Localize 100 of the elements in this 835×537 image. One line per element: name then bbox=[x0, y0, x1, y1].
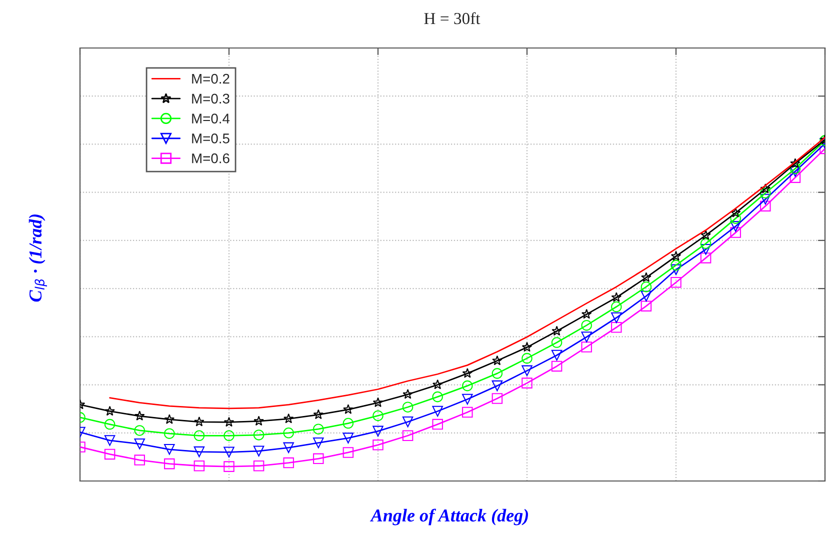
point bbox=[402, 430, 414, 442]
point bbox=[104, 406, 115, 416]
point bbox=[194, 430, 205, 442]
point bbox=[313, 453, 324, 464]
point bbox=[522, 365, 532, 376]
point bbox=[700, 244, 712, 255]
point bbox=[432, 418, 443, 430]
point bbox=[462, 380, 473, 392]
point bbox=[372, 410, 384, 422]
point bbox=[760, 200, 771, 212]
point bbox=[164, 414, 175, 424]
point bbox=[164, 428, 175, 439]
point bbox=[254, 416, 264, 426]
point bbox=[551, 360, 562, 372]
point bbox=[492, 380, 503, 392]
point bbox=[342, 432, 354, 444]
point bbox=[343, 404, 354, 414]
point bbox=[790, 172, 801, 183]
x-axis-title: Angle of Attack (deg) bbox=[370, 508, 528, 526]
point bbox=[283, 442, 294, 454]
point bbox=[313, 424, 324, 434]
point bbox=[342, 447, 354, 458]
point bbox=[700, 252, 712, 264]
point bbox=[104, 448, 116, 460]
point bbox=[760, 194, 771, 205]
point bbox=[730, 220, 741, 232]
point bbox=[134, 454, 145, 466]
point bbox=[462, 394, 473, 405]
point bbox=[194, 446, 205, 458]
point bbox=[164, 444, 175, 455]
point bbox=[432, 391, 443, 402]
point bbox=[640, 290, 652, 302]
point bbox=[611, 301, 622, 312]
point bbox=[194, 416, 204, 426]
point bbox=[283, 457, 294, 468]
point bbox=[462, 406, 473, 418]
point bbox=[402, 389, 413, 399]
point bbox=[104, 435, 116, 446]
legend-label: M=0.2 bbox=[192, 74, 230, 84]
point bbox=[372, 426, 384, 437]
point bbox=[640, 300, 652, 312]
legend-label: M=0.3 bbox=[192, 94, 230, 104]
point bbox=[700, 230, 711, 240]
legend-label: M=0.5 bbox=[192, 134, 230, 144]
point bbox=[611, 312, 622, 324]
point bbox=[283, 413, 294, 424]
point bbox=[790, 166, 801, 177]
point bbox=[253, 460, 264, 472]
point bbox=[790, 158, 800, 168]
point bbox=[164, 458, 175, 470]
point bbox=[313, 409, 324, 420]
point bbox=[224, 416, 234, 427]
y-axis-title: C$_{lβ}$ · (1/rad) bbox=[28, 214, 47, 302]
point bbox=[581, 332, 592, 342]
point bbox=[552, 326, 562, 336]
point bbox=[253, 430, 264, 440]
point bbox=[730, 208, 741, 218]
point bbox=[522, 352, 532, 364]
point bbox=[372, 440, 384, 450]
point bbox=[581, 320, 592, 331]
point bbox=[670, 276, 682, 288]
point bbox=[581, 342, 592, 352]
point bbox=[522, 342, 532, 352]
point bbox=[372, 397, 384, 408]
point bbox=[522, 378, 532, 388]
point bbox=[342, 418, 354, 429]
point bbox=[492, 355, 502, 366]
point bbox=[194, 460, 205, 472]
point bbox=[492, 368, 503, 379]
point bbox=[640, 281, 652, 292]
point bbox=[224, 446, 234, 458]
point bbox=[402, 402, 414, 412]
legend-label: M=0.6 bbox=[192, 153, 230, 164]
point bbox=[760, 184, 771, 194]
point bbox=[402, 416, 414, 428]
point bbox=[730, 213, 741, 224]
point bbox=[611, 322, 622, 333]
point bbox=[730, 227, 741, 238]
point bbox=[760, 188, 771, 198]
legend-label: M=0.4 bbox=[192, 114, 230, 124]
point bbox=[224, 430, 234, 442]
point bbox=[581, 308, 592, 319]
point bbox=[253, 446, 264, 456]
point bbox=[670, 260, 682, 271]
point bbox=[462, 368, 473, 378]
point bbox=[670, 250, 682, 261]
point bbox=[700, 238, 712, 249]
point bbox=[432, 379, 443, 390]
point bbox=[134, 425, 145, 436]
point bbox=[134, 438, 145, 450]
point bbox=[551, 337, 562, 348]
point bbox=[224, 461, 234, 472]
point bbox=[283, 428, 294, 438]
point bbox=[641, 272, 652, 282]
point bbox=[104, 418, 116, 430]
chart-title: H = 30ft bbox=[424, 12, 480, 24]
point bbox=[432, 406, 443, 417]
point bbox=[611, 292, 622, 302]
point bbox=[313, 437, 324, 448]
point bbox=[492, 393, 503, 404]
